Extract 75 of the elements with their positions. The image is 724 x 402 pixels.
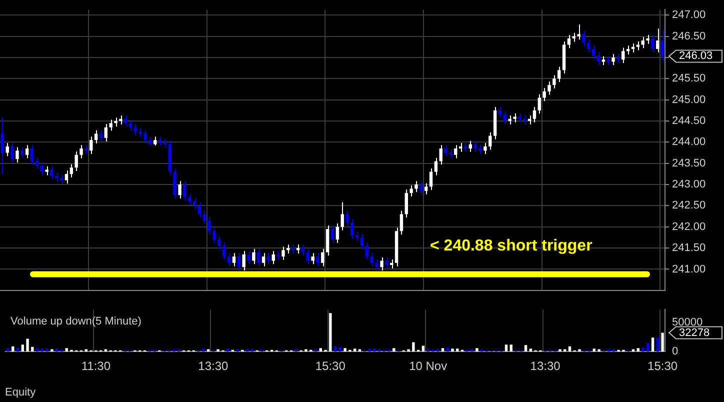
bar (470, 349, 474, 352)
bar (178, 349, 180, 352)
bar (353, 348, 356, 352)
y-tick-label: 243.50 (672, 157, 706, 170)
candlestick (577, 24, 580, 40)
y-tick-label: 241.00 (672, 263, 706, 276)
x-tick-label: 15:30 (648, 359, 678, 374)
x-tick-label: 13:30 (198, 359, 228, 374)
y-tick-label: 0 (672, 346, 678, 358)
y-tick-label: 245.00 (672, 94, 706, 106)
bar (304, 349, 308, 352)
y-tick-label: 50000 (672, 316, 703, 328)
bar (21, 344, 24, 352)
bar (338, 346, 342, 352)
bar (642, 348, 644, 352)
bar (510, 344, 512, 352)
x-tick-label: 15:30 (315, 359, 346, 374)
bar (216, 349, 220, 352)
bar (476, 348, 478, 352)
bar (329, 313, 332, 352)
bar (16, 348, 20, 352)
bar (524, 345, 528, 352)
y-tick-label: 246.50 (672, 30, 706, 42)
y-tick-label: 247.00 (672, 9, 706, 22)
bar (344, 348, 346, 352)
bar (558, 349, 562, 352)
bar (407, 349, 410, 352)
bar (36, 348, 39, 352)
text: Volume up down(5 Minute) (10, 316, 142, 328)
bar (202, 348, 205, 352)
bar (578, 349, 581, 352)
bar (661, 332, 664, 352)
bar (368, 348, 371, 352)
text: Equity (5, 386, 36, 399)
bar (319, 348, 322, 352)
text: 246.03 (679, 50, 713, 62)
bar (26, 338, 29, 352)
bar (46, 348, 48, 352)
y-tick-label: 241.50 (672, 242, 706, 254)
bar (598, 349, 600, 352)
bar (373, 348, 376, 352)
bar (56, 348, 58, 352)
text: 32278 (679, 326, 710, 339)
y-tick-label: 244.50 (672, 115, 706, 128)
bar (456, 348, 459, 352)
bar (656, 338, 660, 352)
bar (636, 348, 640, 352)
bar (646, 342, 650, 352)
bar (6, 348, 10, 352)
y-tick-label: 245.50 (672, 72, 706, 85)
bar (236, 349, 239, 352)
bar (412, 342, 415, 352)
bar (31, 346, 34, 352)
bar (40, 348, 44, 352)
x-tick-label: 13:30 (530, 359, 561, 374)
bar (65, 348, 68, 352)
y-tick-label: 242.00 (672, 220, 706, 233)
x-tick-label: 11:30 (81, 359, 111, 374)
y-tick-label: 243.00 (672, 178, 706, 191)
bar (592, 348, 596, 352)
bar (392, 348, 396, 352)
bar (441, 348, 444, 352)
bar (426, 349, 430, 352)
y-tick-label: 242.50 (672, 200, 706, 212)
bar (446, 348, 449, 352)
ref-line-label: < 240.88 short trigger (430, 238, 592, 255)
bar (529, 348, 532, 352)
bar (504, 344, 508, 352)
bar (226, 348, 230, 352)
candlestick (45, 166, 48, 176)
y-tick-label: 244.00 (672, 136, 706, 148)
x-tick-label: 10 Nov (409, 359, 448, 374)
bar (651, 338, 654, 352)
bar (451, 348, 454, 352)
bar (50, 349, 54, 352)
